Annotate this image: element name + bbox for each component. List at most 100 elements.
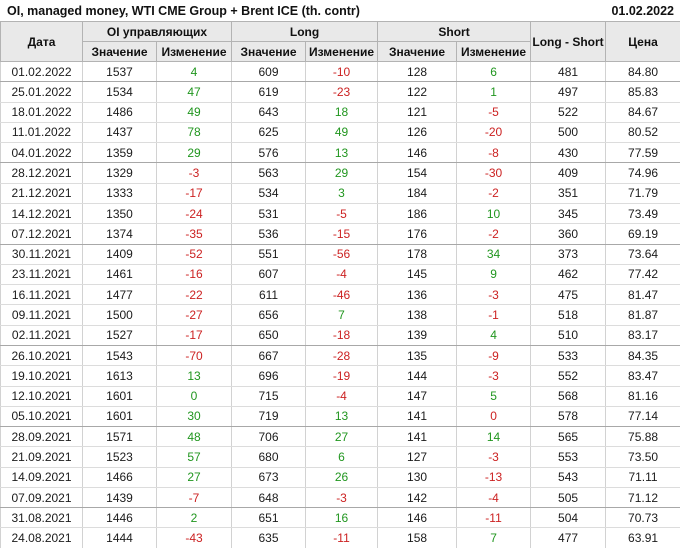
- long-change-cell: -4: [305, 386, 379, 407]
- oi-change-cell: -3: [155, 162, 233, 184]
- short-change-cell: 7: [456, 527, 532, 548]
- title-bar: OI, managed money, WTI CME Group + Brent…: [0, 0, 680, 21]
- price-cell: 74.96: [605, 162, 680, 184]
- oi-value-cell: 1601: [82, 386, 157, 407]
- oi-change-cell: 78: [155, 122, 233, 144]
- long-short-cell: 345: [530, 203, 607, 225]
- date-cell: 14.09.2021: [0, 467, 83, 488]
- date-cell: 24.08.2021: [0, 527, 83, 548]
- price-cell: 71.11: [605, 467, 680, 488]
- price-cell: 80.52: [605, 122, 680, 144]
- oi-change-cell: -43: [155, 527, 233, 548]
- oi-value-cell: 1571: [82, 426, 157, 448]
- price-cell: 71.79: [605, 183, 680, 204]
- date-cell: 19.10.2021: [0, 365, 83, 387]
- price-cell: 84.35: [605, 345, 680, 367]
- table-row: 12.10.2021 1601 0 715 -4 147 5 568 81.16: [0, 386, 680, 407]
- long-short-cell: 518: [530, 304, 607, 326]
- oi-value-cell: 1486: [82, 102, 157, 123]
- short-value-cell: 138: [377, 304, 458, 326]
- date-cell: 31.08.2021: [0, 507, 83, 529]
- table-row: 24.08.2021 1444 -43 635 -11 158 7 477 63.91: [0, 527, 680, 548]
- short-change-cell: -8: [456, 142, 532, 164]
- oi-change-cell: -35: [155, 223, 233, 245]
- short-change-cell: -13: [456, 467, 532, 488]
- oi-change-cell: 0: [155, 386, 233, 407]
- long-short-cell: 504: [530, 507, 607, 529]
- long-change-cell: 13: [305, 142, 379, 164]
- oi-change-cell: -7: [155, 487, 233, 509]
- oi-change-cell: 27: [155, 467, 233, 488]
- oi-value-cell: 1477: [82, 284, 157, 306]
- long-value-cell: 643: [231, 102, 307, 123]
- short-value-cell: 121: [377, 102, 458, 123]
- long-change-cell: -15: [305, 223, 379, 245]
- short-value-cell: 146: [377, 507, 458, 529]
- short-change-cell: -1: [456, 304, 532, 326]
- price-cell: 81.47: [605, 284, 680, 306]
- col-subheader-long-value: Значение: [231, 41, 307, 62]
- long-short-cell: 578: [530, 406, 607, 428]
- date-cell: 28.09.2021: [0, 426, 83, 448]
- table-row: 19.10.2021 1613 13 696 -19 144 -3 552 83.47: [0, 365, 680, 387]
- price-cell: 81.16: [605, 386, 680, 407]
- oi-change-cell: -17: [155, 183, 233, 204]
- date-cell: 02.11.2021: [0, 325, 83, 346]
- long-value-cell: 680: [231, 446, 307, 468]
- oi-value-cell: 1466: [82, 467, 157, 488]
- oi-change-cell: 30: [155, 406, 233, 428]
- short-change-cell: -3: [456, 284, 532, 306]
- long-short-cell: 475: [530, 284, 607, 306]
- long-change-cell: -11: [305, 527, 379, 548]
- long-value-cell: 609: [231, 61, 307, 83]
- date-cell: 26.10.2021: [0, 345, 83, 367]
- long-value-cell: 625: [231, 122, 307, 144]
- short-change-cell: 34: [456, 244, 532, 265]
- price-cell: 81.87: [605, 304, 680, 326]
- long-short-cell: 505: [530, 487, 607, 509]
- short-value-cell: 128: [377, 61, 458, 83]
- long-change-cell: -3: [305, 487, 379, 509]
- col-subheader-short-value: Значение: [377, 41, 458, 62]
- price-cell: 77.59: [605, 142, 680, 164]
- short-value-cell: 147: [377, 386, 458, 407]
- long-change-cell: -46: [305, 284, 379, 306]
- oi-change-cell: 2: [155, 507, 233, 529]
- long-change-cell: -28: [305, 345, 379, 367]
- oi-change-cell: 48: [155, 426, 233, 448]
- long-short-cell: 497: [530, 81, 607, 103]
- oi-change-cell: -70: [155, 345, 233, 367]
- long-value-cell: 611: [231, 284, 307, 306]
- date-cell: 16.11.2021: [0, 284, 83, 306]
- col-subheader-oi-change: Изменение: [155, 41, 233, 62]
- report-title: OI, managed money, WTI CME Group + Brent…: [7, 3, 360, 18]
- long-value-cell: 576: [231, 142, 307, 164]
- report-date: 01.02.2022: [611, 3, 674, 18]
- long-change-cell: -19: [305, 365, 379, 387]
- col-group-long: Long: [231, 21, 379, 42]
- short-value-cell: 122: [377, 81, 458, 103]
- date-cell: 05.10.2021: [0, 406, 83, 428]
- oi-value-cell: 1543: [82, 345, 157, 367]
- price-cell: 83.47: [605, 365, 680, 387]
- oi-value-cell: 1461: [82, 264, 157, 286]
- short-change-cell: 5: [456, 386, 532, 407]
- short-value-cell: 136: [377, 284, 458, 306]
- long-change-cell: 16: [305, 507, 379, 529]
- short-change-cell: -11: [456, 507, 532, 529]
- long-value-cell: 635: [231, 527, 307, 548]
- price-cell: 77.14: [605, 406, 680, 428]
- date-cell: 07.12.2021: [0, 223, 83, 245]
- short-value-cell: 126: [377, 122, 458, 144]
- date-cell: 14.12.2021: [0, 203, 83, 225]
- long-short-cell: 543: [530, 467, 607, 488]
- oi-value-cell: 1444: [82, 527, 157, 548]
- col-subheader-short-change: Изменение: [456, 41, 532, 62]
- table-row: 21.12.2021 1333 -17 534 3 184 -2 351 71.79: [0, 183, 680, 204]
- long-value-cell: 706: [231, 426, 307, 448]
- table-row: 09.11.2021 1500 -27 656 7 138 -1 518 81.87: [0, 304, 680, 326]
- price-cell: 83.17: [605, 325, 680, 346]
- col-header-price: Цена: [605, 21, 680, 62]
- short-value-cell: 135: [377, 345, 458, 367]
- long-change-cell: -56: [305, 244, 379, 265]
